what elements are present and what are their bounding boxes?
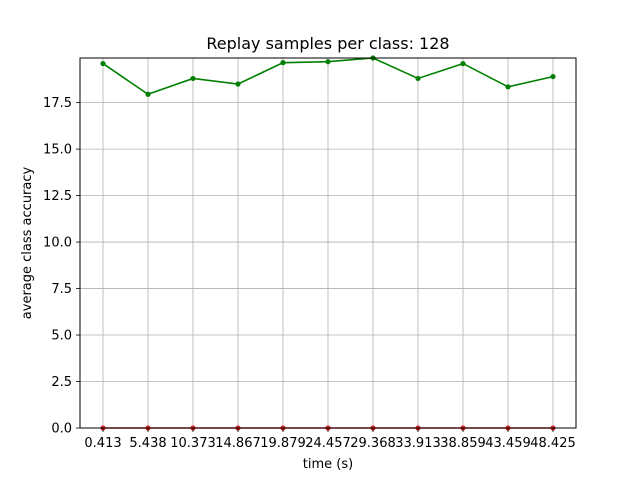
series-0-point [415, 75, 421, 82]
x-tick-label: 29.368 [350, 436, 396, 451]
y-tick-label: 17.5 [43, 96, 72, 111]
y-tick-label: 2.5 [51, 375, 72, 390]
series-0-point [190, 75, 196, 82]
series-0-point [280, 60, 286, 66]
chart-title: Replay samples per class: 128 [206, 34, 449, 53]
series-0-point [100, 60, 106, 67]
series-0-point [235, 81, 241, 87]
series-0-point [505, 84, 511, 90]
y-tick-label: 15.0 [43, 143, 72, 158]
y-tick-label: 12.5 [43, 189, 72, 204]
y-tick-label: 7.5 [51, 282, 72, 297]
x-tick-label: 10.373 [170, 436, 216, 451]
ticks: 0.413 5.438 10.373 14.867 19.879 24.457 29.368… [43, 96, 576, 451]
y-axis-title: average class accuracy [20, 166, 35, 319]
y-tick-label: 10.0 [43, 236, 72, 251]
x-tick-label: 38.859 [440, 436, 486, 451]
x-tick-label: 14.867 [215, 436, 261, 451]
x-tick-label: 5.438 [129, 436, 166, 451]
x-tick-label: 0.413 [84, 436, 121, 451]
series-0-point [325, 59, 331, 65]
x-tick-label: 19.879 [260, 436, 306, 451]
series-0-point [145, 91, 151, 97]
x-axis-title: time (s) [303, 457, 353, 472]
x-tick-label: 43.459 [485, 436, 531, 451]
y-tick-label: 5.0 [51, 329, 72, 344]
series-0-point [550, 73, 556, 80]
series-0-point [460, 60, 466, 67]
x-tick-label: 48.425 [530, 436, 576, 451]
y-tick-label: 0.0 [51, 422, 72, 437]
x-tick-label: 24.457 [305, 436, 351, 451]
x-tick-label: 33.913 [395, 436, 441, 451]
